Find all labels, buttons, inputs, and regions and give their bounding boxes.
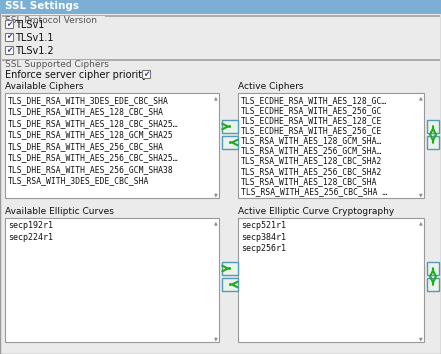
Bar bbox=[238, 218, 424, 342]
Text: TLS_RSA_WITH_AES_256_CBC_SHA …: TLS_RSA_WITH_AES_256_CBC_SHA … bbox=[241, 187, 387, 196]
Text: ▼: ▼ bbox=[419, 336, 423, 341]
Text: ▼: ▼ bbox=[214, 192, 218, 197]
Text: ✔: ✔ bbox=[6, 33, 12, 41]
Text: TLS_ECDHE_RSA_WITH_AES_128_GC…: TLS_ECDHE_RSA_WITH_AES_128_GC… bbox=[241, 96, 387, 105]
Text: secp384r1: secp384r1 bbox=[241, 233, 286, 241]
Bar bbox=[5, 33, 13, 41]
Text: TLS_DHE_RSA_WITH_AES_256_CBC_SHA25…: TLS_DHE_RSA_WITH_AES_256_CBC_SHA25… bbox=[8, 154, 179, 162]
Text: TLS_DHE_RSA_WITH_AES_256_CBC_SHA: TLS_DHE_RSA_WITH_AES_256_CBC_SHA bbox=[8, 142, 164, 151]
Text: ▲: ▲ bbox=[214, 220, 218, 225]
Text: TLS_RSA_WITH_3DES_EDE_CBC_SHA: TLS_RSA_WITH_3DES_EDE_CBC_SHA bbox=[8, 177, 149, 185]
Text: secp224r1: secp224r1 bbox=[8, 233, 53, 241]
Text: ✔: ✔ bbox=[6, 19, 12, 29]
Text: ▲: ▲ bbox=[419, 95, 423, 100]
Text: TLS_RSA_WITH_AES_128_CBC_SHA: TLS_RSA_WITH_AES_128_CBC_SHA bbox=[241, 177, 377, 186]
Bar bbox=[5, 93, 219, 198]
Text: TLSv1.2: TLSv1.2 bbox=[15, 46, 54, 56]
Text: ▼: ▼ bbox=[419, 192, 423, 197]
Text: TLS_RSA_WITH_AES_256_GCM_SHA…: TLS_RSA_WITH_AES_256_GCM_SHA… bbox=[241, 147, 382, 155]
Text: TLS_DHE_RSA_WITH_AES_128_CBC_SHA: TLS_DHE_RSA_WITH_AES_128_CBC_SHA bbox=[8, 108, 164, 116]
Text: Available Elliptic Curves: Available Elliptic Curves bbox=[5, 207, 114, 216]
Bar bbox=[222, 262, 238, 275]
Text: TLS_DHE_RSA_WITH_AES_256_GCM_SHA38: TLS_DHE_RSA_WITH_AES_256_GCM_SHA38 bbox=[8, 165, 174, 174]
Bar bbox=[5, 46, 13, 54]
Text: ▼: ▼ bbox=[214, 336, 218, 341]
Bar bbox=[222, 120, 238, 133]
Text: secp192r1: secp192r1 bbox=[8, 221, 53, 230]
Text: Active Elliptic Curve Cryptography: Active Elliptic Curve Cryptography bbox=[238, 207, 394, 216]
Text: TLSv1.1: TLSv1.1 bbox=[15, 33, 53, 43]
Text: Enforce server cipher priority: Enforce server cipher priority bbox=[5, 70, 148, 80]
Bar bbox=[222, 278, 238, 291]
Text: SSL Settings: SSL Settings bbox=[5, 1, 79, 11]
Bar bbox=[427, 278, 439, 291]
Bar bbox=[427, 262, 439, 275]
Bar bbox=[142, 70, 150, 78]
Text: ▲: ▲ bbox=[419, 220, 423, 225]
Text: Available Ciphers: Available Ciphers bbox=[5, 82, 83, 91]
Bar bbox=[427, 120, 439, 133]
Text: TLS_DHE_RSA_WITH_3DES_EDE_CBC_SHA: TLS_DHE_RSA_WITH_3DES_EDE_CBC_SHA bbox=[8, 96, 169, 105]
Text: TLS_DHE_RSA_WITH_AES_128_GCM_SHA25: TLS_DHE_RSA_WITH_AES_128_GCM_SHA25 bbox=[8, 131, 174, 139]
Text: SSL Protocol Version: SSL Protocol Version bbox=[5, 16, 97, 25]
Text: TLS_DHE_RSA_WITH_AES_128_CBC_SHA25…: TLS_DHE_RSA_WITH_AES_128_CBC_SHA25… bbox=[8, 119, 179, 128]
Text: Active Ciphers: Active Ciphers bbox=[238, 82, 303, 91]
Text: ✔: ✔ bbox=[6, 46, 12, 55]
Bar bbox=[5, 20, 13, 28]
Text: secp521r1: secp521r1 bbox=[241, 221, 286, 230]
Text: TLS_ECDHE_RSA_WITH_AES_256_CE: TLS_ECDHE_RSA_WITH_AES_256_CE bbox=[241, 126, 382, 135]
Text: TLS_RSA_WITH_AES_256_CBC_SHA2: TLS_RSA_WITH_AES_256_CBC_SHA2 bbox=[241, 167, 382, 176]
Bar bbox=[238, 93, 424, 198]
Text: TLS_RSA_WITH_AES_128_CBC_SHA2: TLS_RSA_WITH_AES_128_CBC_SHA2 bbox=[241, 156, 382, 166]
Text: TLS_RSA_WITH_AES_128_GCM_SHA…: TLS_RSA_WITH_AES_128_GCM_SHA… bbox=[241, 136, 382, 145]
Bar bbox=[0, 0, 441, 14]
Bar bbox=[5, 218, 219, 342]
Text: ▲: ▲ bbox=[214, 95, 218, 100]
Text: secp256r1: secp256r1 bbox=[241, 244, 286, 253]
Text: SSL Supported Ciphers: SSL Supported Ciphers bbox=[5, 60, 109, 69]
Text: ✔: ✔ bbox=[143, 69, 149, 79]
Bar bbox=[222, 136, 238, 149]
Bar bbox=[427, 136, 439, 149]
Text: TLS_ECDHE_RSA_WITH_AES_256_GC: TLS_ECDHE_RSA_WITH_AES_256_GC bbox=[241, 106, 382, 115]
Text: TLS_ECDHE_RSA_WITH_AES_128_CE: TLS_ECDHE_RSA_WITH_AES_128_CE bbox=[241, 116, 382, 125]
Text: TLSv1: TLSv1 bbox=[15, 20, 45, 30]
